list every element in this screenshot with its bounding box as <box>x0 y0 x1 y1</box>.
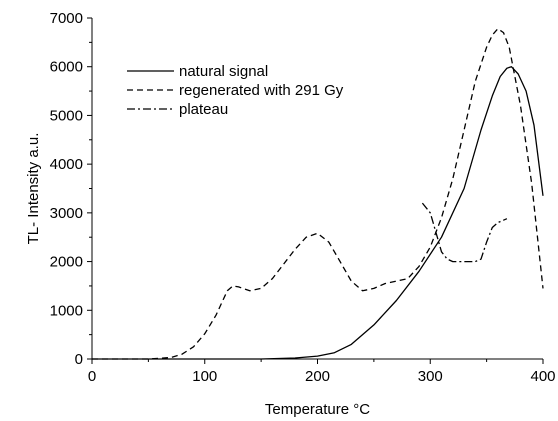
legend-label-1: regenerated with 291 Gy <box>179 82 344 99</box>
series-layer <box>92 28 544 360</box>
x-tick-label: 0 <box>88 368 96 385</box>
legend-label-2: plateau <box>179 101 228 118</box>
y-axis-label: TL- Intensity a.u. <box>25 133 42 245</box>
x-tick-label: 400 <box>530 368 555 385</box>
legend-label-0: natural signal <box>179 63 268 80</box>
y-tick-label: 1000 <box>50 302 83 319</box>
y-tick-label: 0 <box>75 351 83 368</box>
x-tick-label: 100 <box>192 368 217 385</box>
y-tick-label: 3000 <box>50 205 83 222</box>
y-tick-label: 4000 <box>50 156 83 173</box>
x-axis-label: Temperature °C <box>265 401 370 418</box>
y-tick-label: 5000 <box>50 107 83 124</box>
series-line-1 <box>92 28 544 360</box>
x-tick-label: 300 <box>418 368 443 385</box>
legend: natural signal regenerated with 291 Gy pla… <box>127 63 344 118</box>
y-tick-label: 2000 <box>50 254 83 271</box>
y-tick-label: 7000 <box>50 10 83 27</box>
y-tick-label: 6000 <box>50 59 83 76</box>
x-tick-label: 200 <box>305 368 330 385</box>
axis-ticks: 0 100 200 300 400010002000300040005000600070… <box>50 10 556 385</box>
series-line-2 <box>421 202 508 263</box>
series-line-0 <box>92 66 544 360</box>
plot-area <box>91 18 543 360</box>
